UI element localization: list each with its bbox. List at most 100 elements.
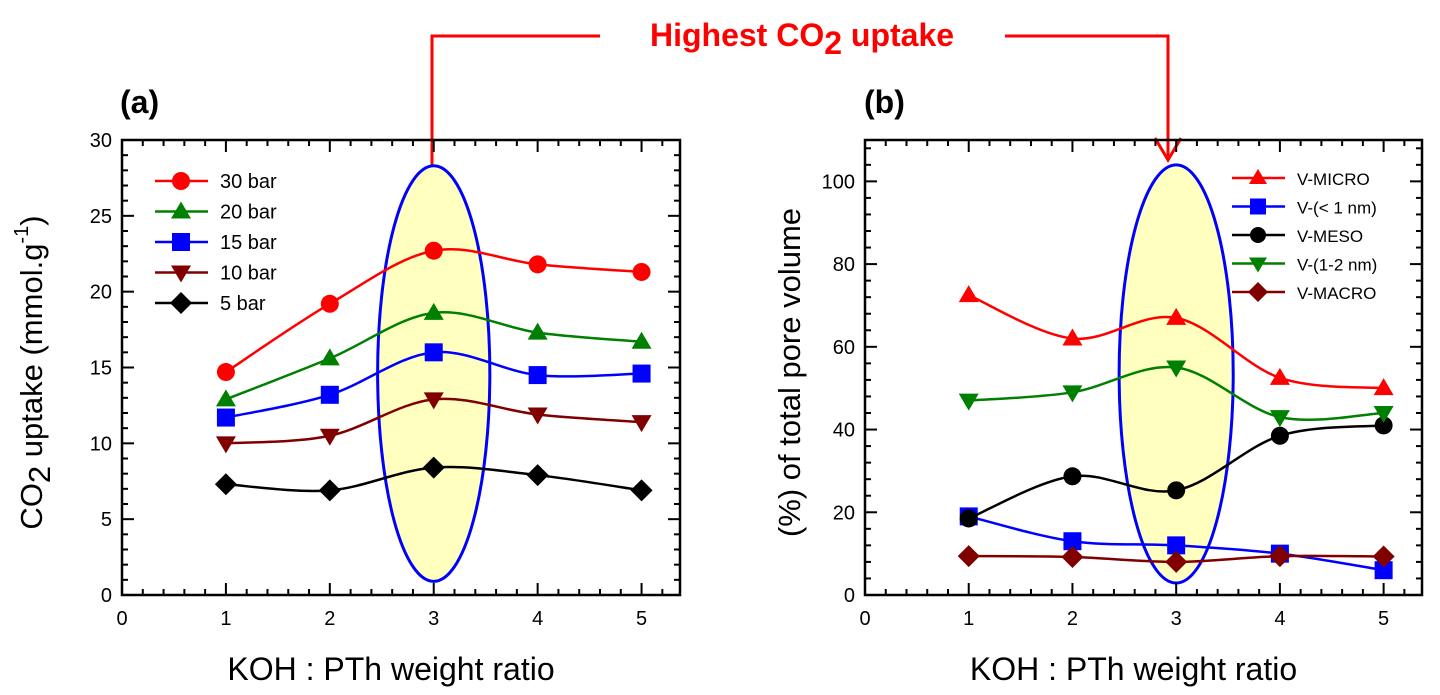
legend-marker bbox=[1249, 169, 1267, 184]
series-v-1-2-nm- bbox=[958, 360, 1394, 428]
legend-marker bbox=[1250, 198, 1266, 215]
data-point bbox=[630, 479, 653, 502]
data-point bbox=[423, 392, 444, 410]
annotation-left-leader bbox=[430, 34, 600, 165]
data-point bbox=[957, 545, 980, 568]
x-tick-label: 3 bbox=[428, 608, 439, 630]
data-point bbox=[1165, 550, 1188, 573]
y-tick-label: 25 bbox=[90, 206, 112, 228]
data-point bbox=[958, 285, 979, 303]
x-tick-label: 2 bbox=[324, 608, 335, 630]
series-10-bar bbox=[215, 392, 652, 454]
data-point bbox=[1167, 481, 1186, 500]
x-tick-label: 4 bbox=[1274, 608, 1285, 630]
x-tick-label: 1 bbox=[963, 608, 974, 630]
y-tick-label: 80 bbox=[833, 254, 855, 276]
x-tick-label: 1 bbox=[220, 608, 231, 630]
data-point bbox=[1268, 545, 1291, 568]
data-point bbox=[632, 364, 651, 383]
data-point bbox=[1373, 406, 1394, 423]
data-point bbox=[1166, 307, 1187, 325]
y-tick-label: 10 bbox=[90, 433, 112, 455]
legend: V-MICRO V-(< 1 nm) V-MESO V-(1-2 nm) V-MACRO bbox=[1232, 169, 1377, 303]
x-tick-label: 5 bbox=[1378, 608, 1389, 630]
legend: 30 bar 20 bar 15 bar 10 bar 5 bar bbox=[155, 171, 277, 315]
y-tick-label: 0 bbox=[844, 585, 855, 607]
legend-marker bbox=[1248, 282, 1268, 302]
data-point bbox=[527, 407, 548, 425]
series-v-macro bbox=[957, 545, 1395, 573]
y-tick-label: 20 bbox=[90, 282, 112, 304]
data-point bbox=[1062, 385, 1083, 403]
x-tick-label: 4 bbox=[532, 608, 543, 630]
data-point bbox=[215, 389, 236, 407]
x-tick-label: 5 bbox=[636, 608, 647, 630]
legend-marker bbox=[1250, 227, 1266, 243]
x-tick-label: 0 bbox=[116, 608, 127, 630]
legend-label: V-MACRO bbox=[1297, 284, 1376, 303]
data-point bbox=[1269, 410, 1290, 428]
legend-marker bbox=[172, 233, 190, 251]
y-axis-label: CO2 uptake (mmol.g-1) bbox=[11, 215, 57, 529]
y-tick-label: 0 bbox=[101, 585, 112, 607]
legend-label: 15 bar bbox=[220, 232, 277, 254]
data-point bbox=[1372, 545, 1395, 568]
data-point bbox=[215, 436, 236, 454]
x-tick-label: 2 bbox=[1067, 608, 1078, 630]
y-axis-label-rest: uptake (mmol.g bbox=[14, 244, 49, 466]
y-axis-label-end: ) bbox=[14, 215, 49, 225]
legend-marker bbox=[172, 172, 190, 190]
y-axis-label-sub: 2 bbox=[22, 466, 57, 483]
data-point bbox=[319, 348, 340, 366]
annotation-text: Highest CO2 uptake bbox=[650, 17, 954, 61]
data-point bbox=[424, 343, 443, 362]
series-20-bar bbox=[215, 302, 652, 407]
y-tick-label: 40 bbox=[833, 420, 855, 442]
legend-marker bbox=[171, 265, 191, 283]
legend-label: V-MESO bbox=[1297, 227, 1363, 246]
panel-a: 0 1 2 3 4 5 0 5 10 15 20 25 30 KOH : PTh weight ratio… bbox=[11, 84, 682, 687]
y-tick-label: 100 bbox=[822, 171, 855, 193]
x-axis-label: KOH : PTh weight ratio bbox=[227, 651, 554, 687]
data-point bbox=[1063, 467, 1082, 486]
data-point bbox=[632, 262, 651, 281]
data-point bbox=[319, 428, 340, 446]
data-point bbox=[1374, 416, 1393, 435]
data-point bbox=[1063, 532, 1082, 551]
data-point bbox=[1061, 545, 1084, 568]
legend-label: V-(1-2 nm) bbox=[1297, 256, 1377, 275]
legend-marker bbox=[1249, 257, 1267, 273]
plot-frame bbox=[863, 138, 1424, 597]
series-15-bar bbox=[216, 343, 651, 427]
data-point bbox=[1166, 360, 1187, 378]
series-30-bar bbox=[216, 241, 651, 382]
data-point bbox=[424, 241, 443, 260]
data-point bbox=[528, 255, 547, 274]
data-point bbox=[318, 479, 341, 502]
legend-label: 10 bar bbox=[220, 263, 277, 285]
data-point bbox=[1167, 536, 1186, 555]
x-tick-label: 3 bbox=[1171, 608, 1182, 630]
y-tick-label: 5 bbox=[101, 509, 112, 531]
data-point bbox=[631, 331, 652, 349]
y-tick-label: 15 bbox=[90, 358, 112, 380]
data-point bbox=[1374, 561, 1393, 580]
data-point bbox=[1373, 378, 1394, 396]
data-point bbox=[1062, 328, 1083, 346]
x-axis-label: KOH : PTh weight ratio bbox=[970, 651, 1297, 687]
legend-label: 20 bar bbox=[220, 202, 277, 224]
data-point bbox=[1269, 367, 1290, 385]
legend-marker bbox=[170, 292, 192, 314]
legend-label: 30 bar bbox=[220, 171, 277, 193]
data-point bbox=[526, 464, 549, 487]
data-point bbox=[959, 509, 978, 528]
y-tick-label: 30 bbox=[90, 130, 112, 152]
highest-uptake-annotation: Highest CO2 uptake bbox=[430, 17, 1183, 165]
highlight-ellipse bbox=[376, 164, 492, 583]
series-v-micro bbox=[958, 285, 1394, 396]
y-tick-label: 20 bbox=[833, 502, 855, 524]
data-point bbox=[958, 393, 979, 411]
y-axis-label-main: (%) of total pore volume bbox=[772, 208, 807, 537]
legend-marker bbox=[171, 201, 191, 219]
